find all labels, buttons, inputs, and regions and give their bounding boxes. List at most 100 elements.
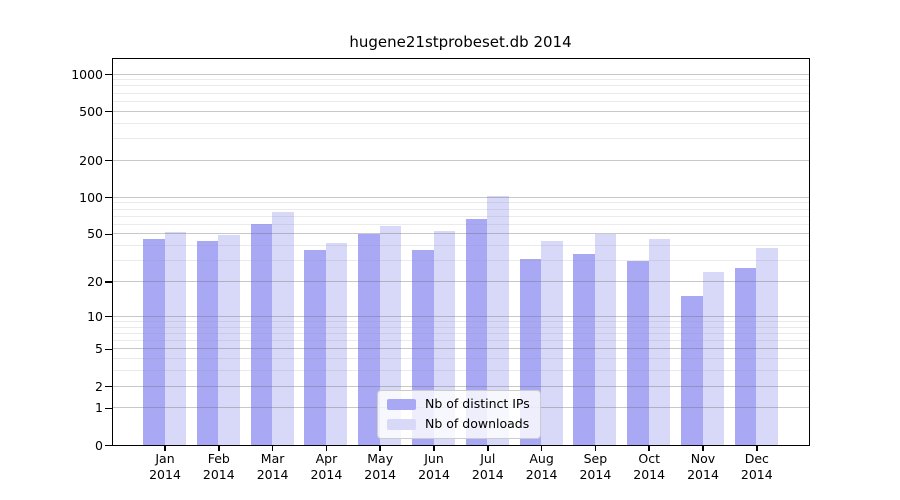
- y-tick-label-1000: 1000: [71, 66, 103, 82]
- x-tick-month: Feb: [207, 451, 230, 466]
- x-tick-year: 2014: [471, 466, 504, 482]
- x-tick-label-jan: Jan 2014: [133, 451, 197, 482]
- x-tick-month: Aug: [529, 451, 554, 466]
- x-tick-label-oct: Oct 2014: [617, 451, 681, 482]
- x-tick-label-dec: Dec 2014: [725, 451, 789, 482]
- legend-label-distinct-ips: Nb of distinct IPs: [425, 396, 530, 411]
- bars-layer: [113, 59, 809, 445]
- x-tick-label-may: May 2014: [348, 451, 412, 482]
- x-tick-label-apr: Apr 2014: [294, 451, 358, 482]
- x-tick-year: 2014: [202, 466, 235, 482]
- x-tick-label-aug: Aug 2014: [510, 451, 574, 482]
- x-tick-mark-apr: [325, 445, 328, 451]
- x-tick-label-sep: Sep 2014: [563, 451, 627, 482]
- y-tick-mark-1000: [105, 73, 112, 76]
- y-tick-label-100: 100: [79, 189, 103, 205]
- x-tick-mark-nov: [702, 445, 704, 451]
- legend-item-distinct-ips: Nb of distinct IPs: [387, 397, 530, 411]
- x-tick-mark-sep: [594, 445, 597, 451]
- y-tick-mark-20: [105, 281, 112, 283]
- y-tick-mark-500: [105, 110, 112, 113]
- bar-downloads-oct: [648, 239, 671, 445]
- x-tick-year: 2014: [633, 466, 666, 482]
- x-tick-label-jul: Jul 2014: [456, 451, 520, 482]
- x-tick-mark-mar: [271, 445, 274, 451]
- x-tick-year: 2014: [687, 466, 719, 482]
- x-tick-year: 2014: [525, 466, 558, 482]
- bar-distinct-ips-apr: [304, 249, 326, 445]
- x-tick-mark-feb: [218, 445, 220, 451]
- x-tick-year: 2014: [740, 466, 773, 482]
- y-tick-label-500: 500: [79, 103, 103, 119]
- x-tick-label-feb: Feb 2014: [187, 451, 251, 482]
- bar-distinct-ips-dec: [734, 268, 757, 445]
- y-tick-label-0: 0: [95, 437, 103, 453]
- y-tick-mark-1: [105, 407, 112, 410]
- x-tick-label-jun: Jun 2014: [402, 451, 466, 482]
- legend-item-downloads: Nb of downloads: [387, 417, 530, 431]
- x-tick-year: 2014: [364, 466, 397, 482]
- y-tick-label-10: 10: [87, 308, 103, 324]
- y-tick-mark-50: [105, 233, 112, 236]
- plot-area: Nb of distinct IPs Nb of downloads: [112, 58, 810, 446]
- y-tick-mark-10: [105, 315, 112, 318]
- bar-downloads-apr: [325, 243, 348, 445]
- x-tick-label-mar: Mar 2014: [241, 451, 305, 482]
- legend-swatch-downloads: [387, 418, 416, 430]
- x-tick-mark-jan: [164, 445, 166, 451]
- x-tick-month: Mar: [260, 451, 285, 466]
- x-tick-mark-dec: [756, 445, 758, 451]
- y-tick-label-1: 1: [95, 400, 103, 416]
- x-tick-month: Apr: [315, 451, 338, 466]
- chart-title: hugene21stprobeset.db 2014: [349, 33, 572, 51]
- x-tick-mark-aug: [540, 445, 543, 451]
- x-tick-month: Jul: [480, 451, 496, 466]
- bar-downloads-jul: [487, 196, 509, 445]
- bar-downloads-jan: [164, 231, 186, 445]
- y-tick-mark-200: [105, 159, 112, 162]
- bar-distinct-ips-jul: [465, 219, 488, 445]
- y-tick-mark-5: [105, 348, 112, 351]
- x-tick-label-nov: Nov 2014: [671, 451, 735, 482]
- x-tick-month: Sep: [583, 451, 608, 466]
- y-tick-label-50: 50: [87, 226, 103, 242]
- x-tick-year: 2014: [579, 466, 612, 482]
- bar-downloads-nov: [702, 272, 724, 445]
- x-tick-month: Jun: [424, 451, 444, 466]
- y-tick-label-200: 200: [79, 152, 103, 168]
- x-tick-mark-may: [379, 445, 381, 451]
- x-tick-year: 2014: [418, 466, 450, 482]
- bar-distinct-ips-mar: [250, 224, 273, 445]
- y-tick-mark-100: [105, 196, 112, 199]
- bar-distinct-ips-nov: [681, 296, 703, 445]
- bar-downloads-feb: [218, 234, 240, 445]
- legend-swatch-distinct-ips: [387, 398, 416, 410]
- bar-downloads-dec: [756, 248, 778, 445]
- x-tick-month: May: [367, 451, 394, 466]
- legend: Nb of distinct IPs Nb of downloads: [377, 390, 541, 439]
- bar-distinct-ips-sep: [573, 254, 595, 445]
- x-tick-year: 2014: [256, 466, 289, 482]
- y-tick-label-20: 20: [87, 274, 103, 289]
- bar-distinct-ips-may: [358, 233, 380, 445]
- bar-downloads-aug: [541, 240, 563, 445]
- x-tick-year: 2014: [149, 466, 181, 482]
- legend-label-downloads: Nb of downloads: [425, 416, 530, 431]
- bar-downloads-sep: [594, 233, 617, 445]
- x-tick-mark-oct: [648, 445, 650, 451]
- x-tick-year: 2014: [310, 466, 343, 482]
- x-tick-month: Jan: [155, 451, 175, 466]
- bar-downloads-mar: [272, 211, 294, 445]
- x-tick-month: Oct: [638, 451, 660, 466]
- x-tick-mark-jun: [433, 445, 435, 451]
- x-tick-month: Dec: [744, 451, 769, 466]
- x-tick-month: Nov: [690, 451, 716, 466]
- bar-distinct-ips-oct: [627, 260, 649, 445]
- y-tick-mark-0: [105, 444, 112, 447]
- bar-distinct-ips-jan: [143, 239, 165, 445]
- x-tick-mark-jul: [487, 445, 489, 451]
- bar-distinct-ips-feb: [196, 240, 219, 445]
- y-tick-label-2: 2: [95, 378, 103, 394]
- y-tick-label-5: 5: [95, 341, 103, 357]
